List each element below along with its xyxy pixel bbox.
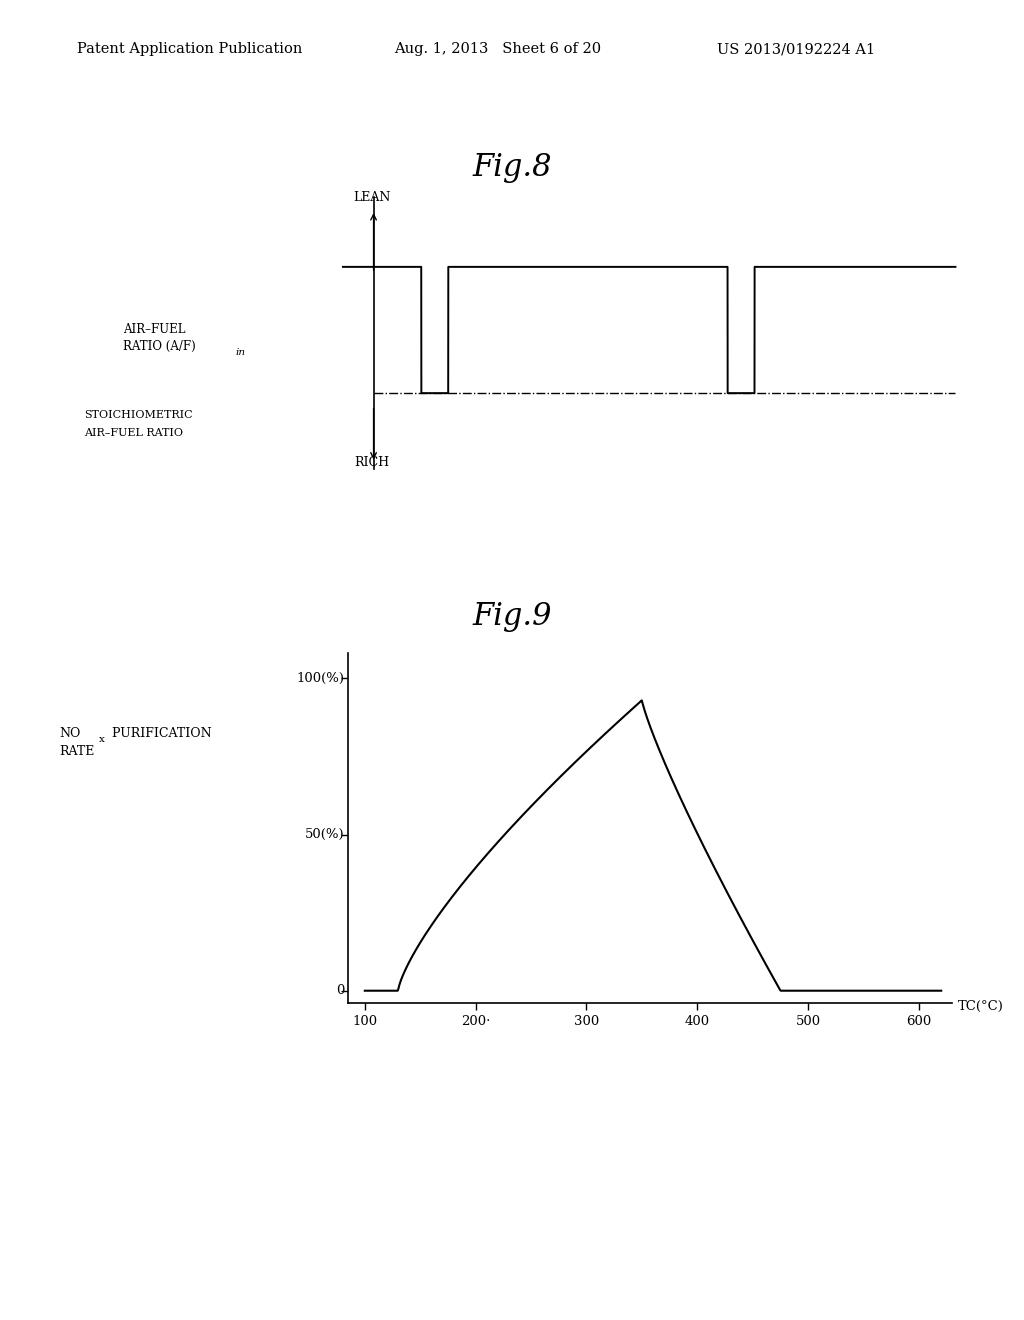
Text: PURIFICATION: PURIFICATION — [108, 726, 211, 739]
Text: Aug. 1, 2013   Sheet 6 of 20: Aug. 1, 2013 Sheet 6 of 20 — [394, 42, 601, 57]
Text: NO: NO — [59, 726, 81, 739]
Text: 50(%): 50(%) — [305, 828, 345, 841]
Text: Patent Application Publication: Patent Application Publication — [77, 42, 302, 57]
Text: STOICHIOMETRIC: STOICHIOMETRIC — [84, 411, 193, 421]
Text: 0: 0 — [337, 985, 345, 997]
Text: LEAN: LEAN — [353, 191, 391, 205]
Text: AIR–FUEL: AIR–FUEL — [123, 322, 185, 335]
Text: RATE: RATE — [59, 744, 95, 758]
Text: AIR–FUEL RATIO: AIR–FUEL RATIO — [84, 428, 183, 438]
Text: RATIO (A/F): RATIO (A/F) — [123, 339, 196, 352]
Text: RICH: RICH — [354, 455, 390, 469]
Text: TC(°C): TC(°C) — [957, 1001, 1004, 1012]
Text: US 2013/0192224 A1: US 2013/0192224 A1 — [717, 42, 874, 57]
Text: in: in — [236, 348, 246, 358]
Text: 100(%): 100(%) — [297, 672, 345, 685]
Text: x: x — [99, 735, 105, 744]
Text: Fig.9: Fig.9 — [472, 601, 552, 631]
Text: Fig.8: Fig.8 — [472, 152, 552, 182]
